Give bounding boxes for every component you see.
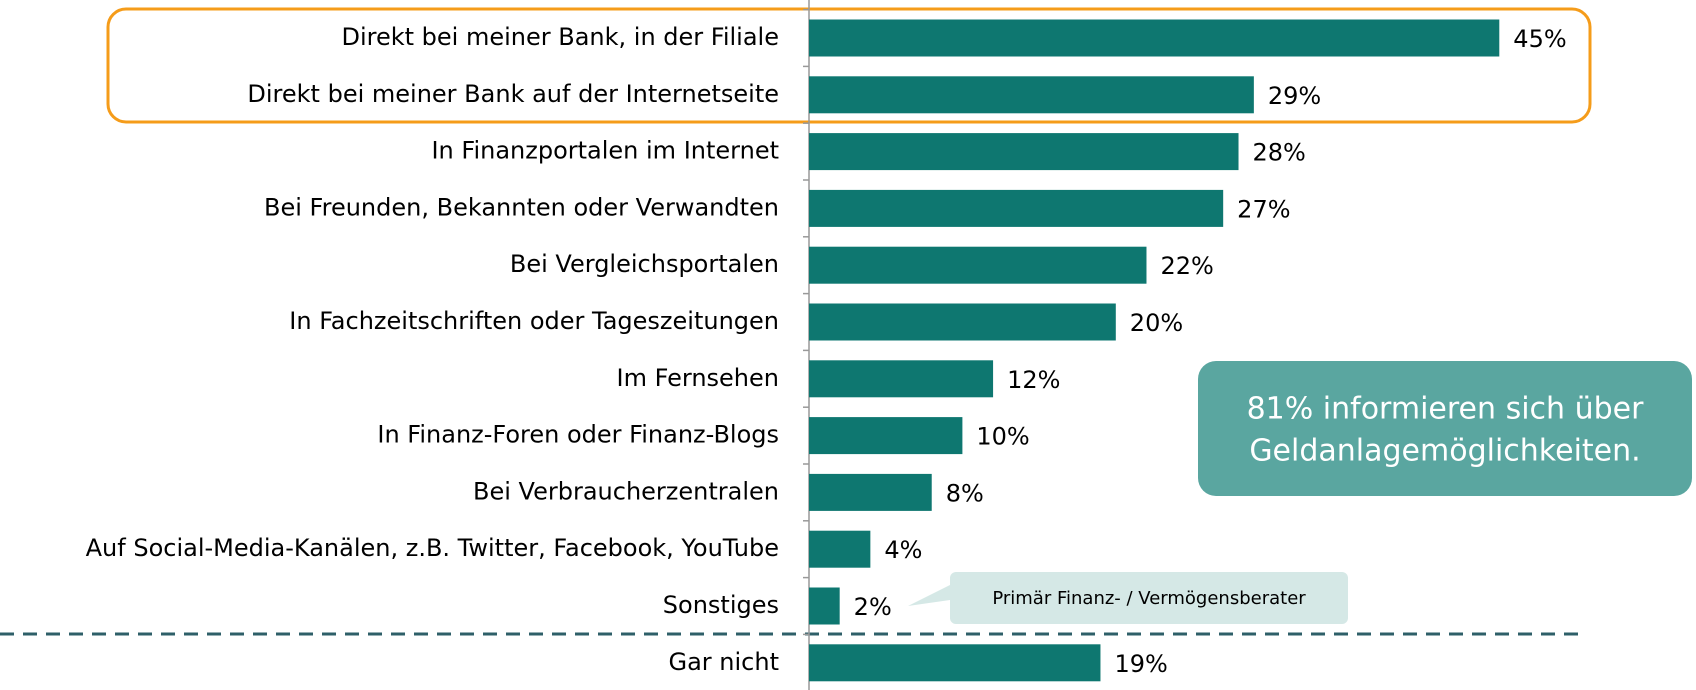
category-label: In Fachzeitschriften oder Tageszeitungen — [289, 307, 779, 335]
value-label: 28% — [1253, 139, 1306, 167]
callout-text: Geldanlagemöglichkeiten. — [1249, 434, 1640, 469]
category-label: Bei Vergleichsportalen — [510, 250, 779, 278]
value-label: 27% — [1237, 195, 1290, 223]
bar — [809, 133, 1239, 171]
category-label: Sonstiges — [663, 591, 779, 619]
note-pointer — [908, 585, 950, 606]
value-label: 10% — [976, 423, 1029, 451]
category-label: Im Fernsehen — [617, 364, 779, 392]
callout-text: 81% informieren sich über — [1247, 392, 1645, 427]
bar — [809, 189, 1224, 227]
value-label: 22% — [1160, 252, 1213, 280]
category-label: In Finanzportalen im Internet — [431, 137, 779, 165]
note-box — [950, 572, 1348, 624]
value-label: 2% — [854, 593, 892, 621]
value-label: 4% — [884, 536, 922, 564]
category-label: Direkt bei meiner Bank auf der Internets… — [247, 80, 779, 108]
bar — [809, 587, 840, 625]
bar — [809, 360, 994, 398]
value-label: 12% — [1007, 366, 1060, 394]
value-label: 29% — [1268, 82, 1321, 110]
value-label: 19% — [1114, 650, 1167, 678]
category-label: Auf Social-Media-Kanälen, z.B. Twitter, … — [86, 534, 779, 562]
category-label: In Finanz-Foren oder Finanz-Blogs — [377, 421, 779, 449]
bar — [809, 644, 1101, 682]
callout-box — [1198, 361, 1692, 496]
value-label: 20% — [1130, 309, 1183, 337]
note-text: Primär Finanz- / Vermögensberater — [992, 588, 1306, 609]
category-label: Gar nicht — [669, 648, 780, 676]
category-label: Bei Freunden, Bekannten oder Verwandten — [264, 193, 779, 221]
value-label: 45% — [1513, 25, 1566, 53]
highlight-box — [106, 7, 1592, 124]
value-label: 8% — [946, 479, 984, 507]
bar — [809, 246, 1147, 284]
bar — [809, 303, 1116, 341]
bar — [809, 76, 1254, 114]
bar — [809, 417, 963, 455]
bar — [809, 19, 1500, 57]
category-label: Direkt bei meiner Bank, in der Filiale — [341, 23, 779, 51]
bar — [809, 530, 871, 568]
category-label: Bei Verbraucherzentralen — [473, 477, 779, 505]
bar — [809, 473, 932, 511]
